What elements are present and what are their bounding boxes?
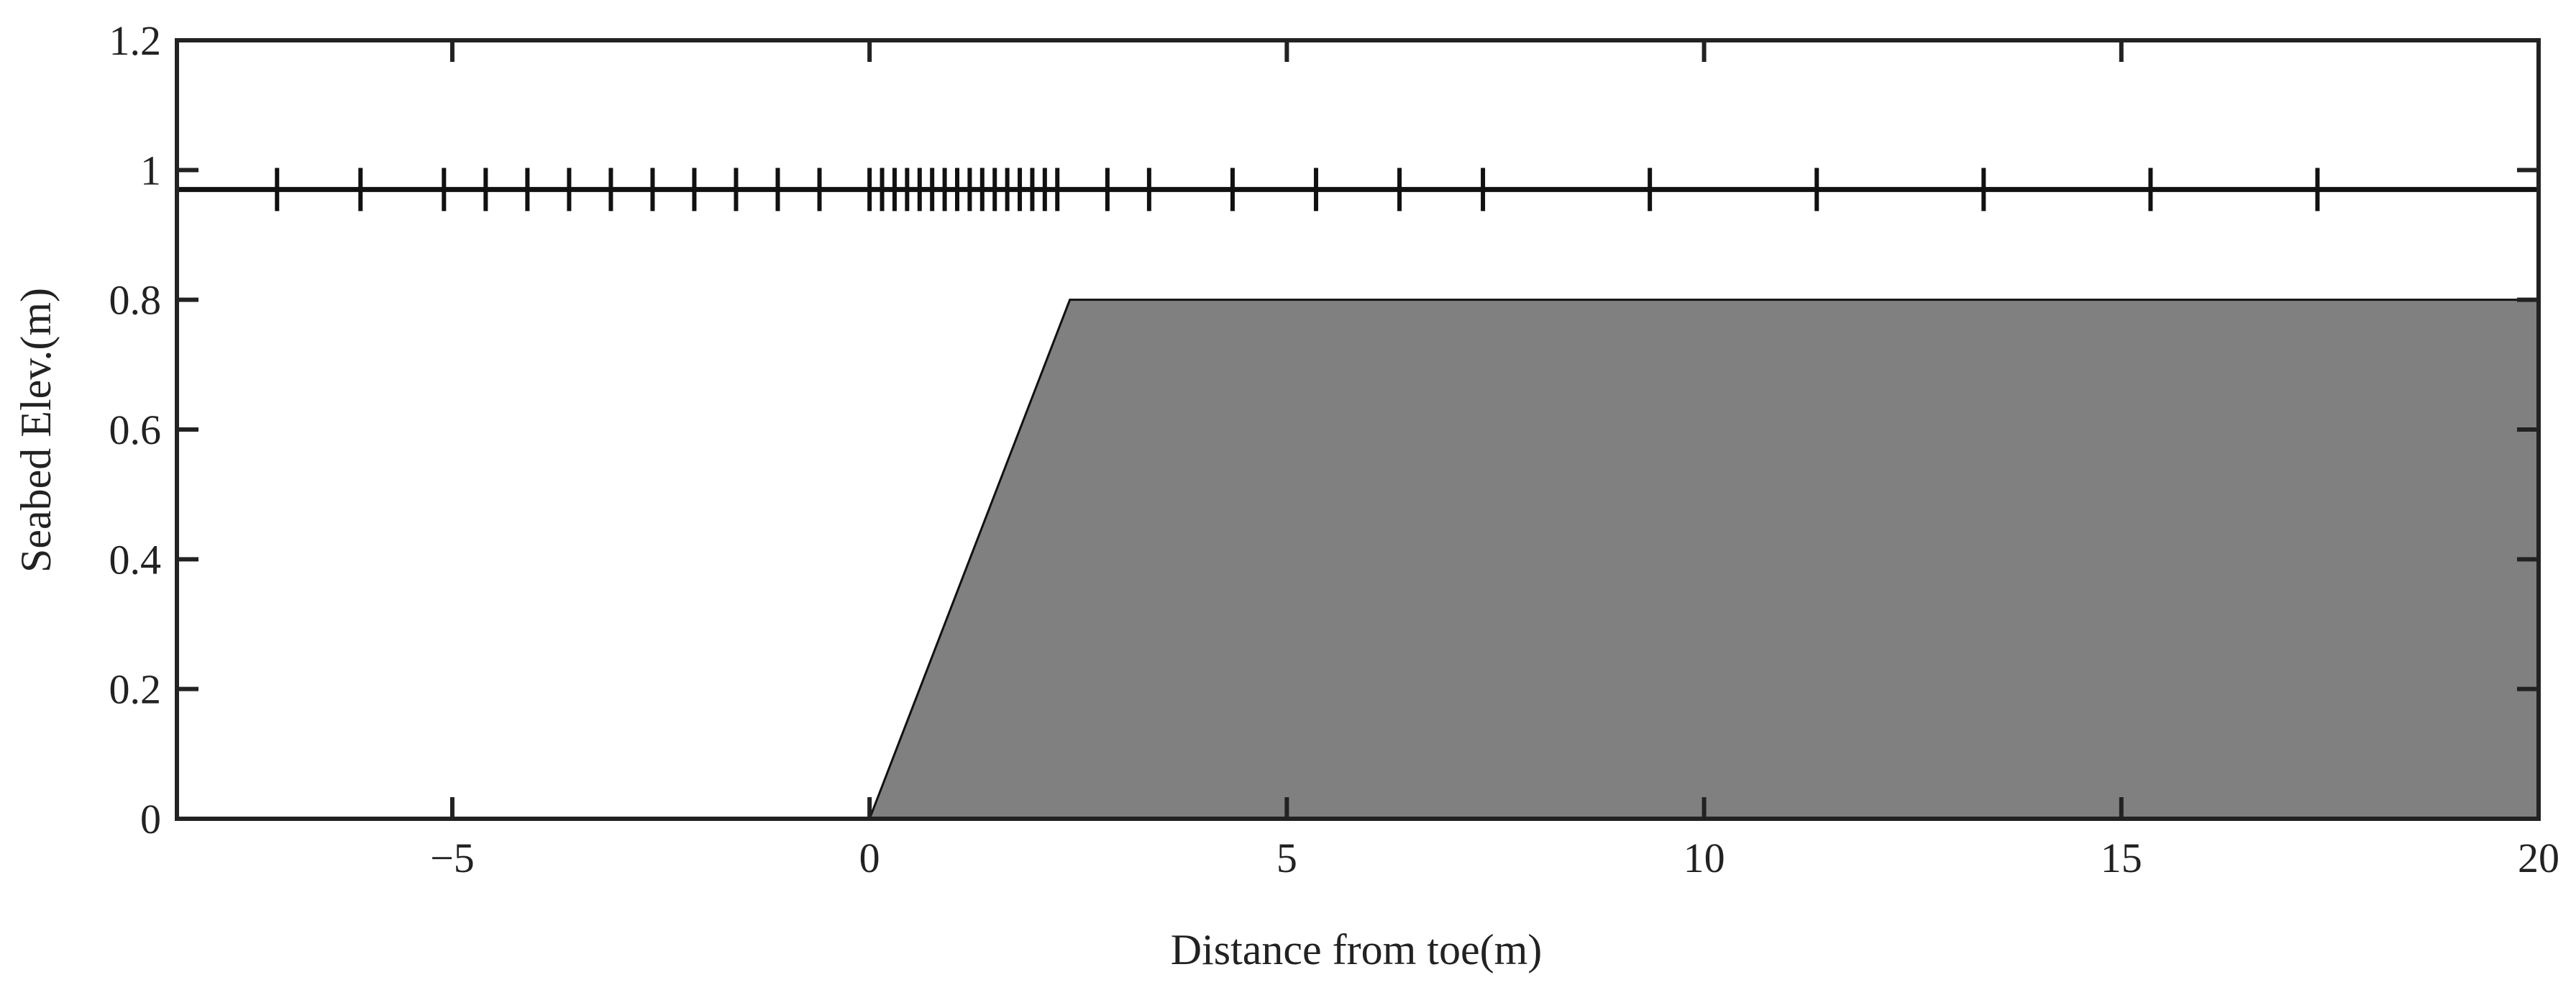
y-tick-label: 0.2 [109,666,162,713]
y-tick-label: 1 [140,147,161,194]
y-tick-label: 0 [140,796,161,843]
x-tick-label: −5 [430,835,475,881]
y-tick-label: 0.4 [109,536,162,583]
x-tick-label: 0 [859,835,880,881]
y-tick-label: 0.6 [109,407,162,453]
x-tick-label: 10 [1684,835,1725,881]
y-tick-label: 0.8 [109,277,162,324]
y-tick-label: 1.2 [109,17,162,64]
y-axis-title: Seabed Elev.(m) [12,288,60,573]
axes: −5 0 5 10 15 20 0 0.2 0.4 0.6 0.8 1 1.2 [109,17,2560,881]
axis-labels: Distance from toe(m) Seabed Elev.(m) [12,288,1542,973]
plot-area [177,168,2540,821]
x-tick-label: 5 [1276,835,1297,881]
x-tick-label: 15 [2101,835,2142,881]
x-tick-label: 20 [2518,835,2559,881]
x-axis-title: Distance from toe(m) [1171,926,1542,973]
bathymetry-area [867,299,2540,820]
